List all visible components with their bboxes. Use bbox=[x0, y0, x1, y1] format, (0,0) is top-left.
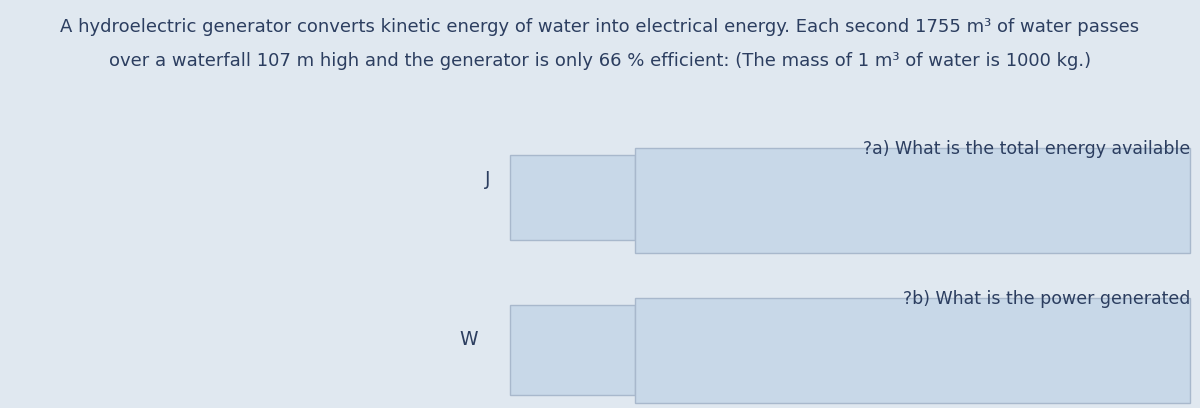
Bar bbox=[635, 298, 1190, 403]
Text: J: J bbox=[485, 170, 490, 189]
Bar bbox=[510, 305, 635, 395]
Text: over a waterfall 107 m high and the generator is only 66 % efficient: (The mass : over a waterfall 107 m high and the gene… bbox=[109, 52, 1091, 70]
Text: A hydroelectric generator converts kinetic energy of water into electrical energ: A hydroelectric generator converts kinet… bbox=[60, 18, 1140, 36]
Text: ?a) What is the total energy available: ?a) What is the total energy available bbox=[863, 140, 1190, 158]
Bar bbox=[635, 148, 1190, 253]
Bar bbox=[510, 155, 635, 240]
Text: W: W bbox=[460, 330, 478, 349]
Text: ?b) What is the power generated: ?b) What is the power generated bbox=[902, 290, 1190, 308]
